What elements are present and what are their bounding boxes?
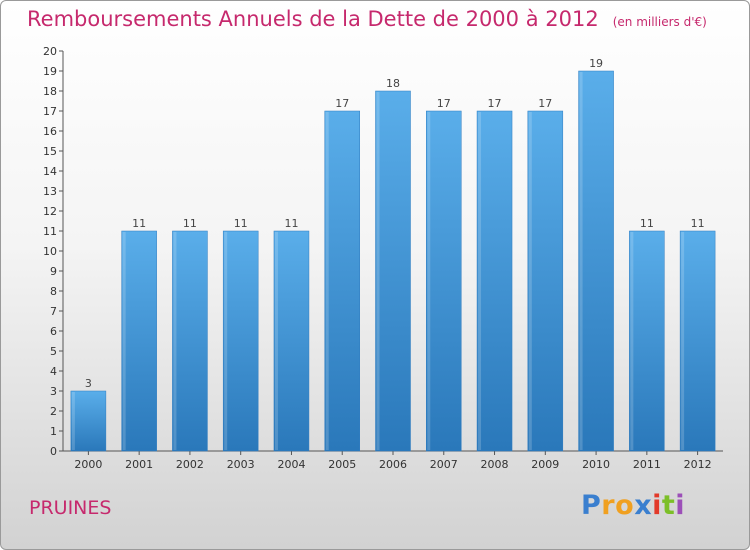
bar-2012	[679, 230, 716, 452]
bar-highlight	[224, 232, 228, 450]
data-label: 3	[85, 377, 92, 390]
commune-name: PRUINES	[29, 497, 112, 519]
data-label: 11	[640, 217, 654, 230]
y-tick-label: 14	[43, 165, 57, 178]
x-tick-label: 2003	[227, 458, 255, 471]
y-tick-label: 10	[43, 245, 57, 258]
bar-highlight	[376, 92, 380, 450]
y-tick-label: 17	[43, 105, 57, 118]
x-tick-label: 2012	[684, 458, 712, 471]
y-tick-label: 3	[50, 385, 57, 398]
data-label: 17	[538, 97, 552, 110]
data-label: 17	[488, 97, 502, 110]
bar-2009	[527, 110, 564, 452]
y-tick-label: 20	[43, 45, 57, 58]
data-label: 17	[437, 97, 451, 110]
logo-letter: r	[601, 490, 616, 521]
y-tick-label: 18	[43, 85, 57, 98]
bar-highlight	[579, 72, 583, 450]
bar-2008	[476, 110, 513, 452]
logo-letter: i	[675, 490, 686, 521]
data-label: 11	[691, 217, 705, 230]
x-tick-label: 2011	[633, 458, 661, 471]
y-tick-label: 9	[50, 265, 57, 278]
bar-highlight	[325, 112, 329, 450]
y-tick-label: 16	[43, 125, 57, 138]
y-tick-label: 8	[50, 285, 57, 298]
y-tick-label: 5	[50, 345, 57, 358]
bar-highlight	[630, 232, 634, 450]
bar-highlight	[122, 232, 126, 450]
bar-2001	[121, 230, 157, 452]
data-label: 11	[132, 217, 146, 230]
bar-2007	[426, 110, 462, 452]
x-tick-label: 2009	[531, 458, 559, 471]
bar-2005	[324, 110, 360, 452]
x-tick-label: 2006	[379, 458, 407, 471]
bar-highlight	[681, 232, 685, 450]
logo-letter: o	[615, 490, 635, 521]
logo-letter: P	[581, 490, 602, 521]
bar-2004	[273, 230, 310, 452]
logo-letter: t	[661, 490, 676, 521]
chart-title: Remboursements Annuels de la Dette de 20…	[27, 7, 599, 31]
bar-2010	[578, 70, 614, 452]
bar-2002	[172, 230, 208, 452]
x-tick-label: 2002	[176, 458, 204, 471]
x-tick-label: 2000	[74, 458, 102, 471]
bar-highlight	[528, 112, 532, 450]
y-tick-label: 7	[50, 305, 57, 318]
title-row: Remboursements Annuels de la Dette de 20…	[27, 7, 707, 31]
bar-2011	[629, 230, 665, 452]
x-tick-label: 2008	[481, 458, 509, 471]
logo-letter: i	[652, 490, 662, 521]
bar-2003	[222, 230, 259, 452]
y-tick-label: 0	[50, 445, 57, 458]
chart-subtitle: (en milliers d'€)	[612, 15, 707, 29]
logo-letter: x	[634, 490, 653, 521]
y-tick-label: 11	[43, 225, 57, 238]
x-tick-label: 2004	[277, 458, 305, 471]
x-tick-label: 2010	[582, 458, 610, 471]
bar-2006	[375, 90, 411, 452]
proxiti-logo: Proxiti	[581, 490, 685, 521]
data-label: 11	[183, 217, 197, 230]
bar-highlight	[71, 392, 75, 450]
x-tick-label: 2007	[430, 458, 458, 471]
bar-highlight	[173, 232, 177, 450]
data-label: 17	[335, 97, 349, 110]
bar-2000	[70, 390, 107, 452]
data-label: 18	[386, 77, 400, 90]
bar-highlight	[478, 112, 482, 450]
data-label: 11	[234, 217, 248, 230]
bar-highlight	[274, 232, 278, 450]
y-tick-label: 13	[43, 185, 57, 198]
y-tick-label: 4	[50, 365, 57, 378]
x-tick-label: 2001	[125, 458, 153, 471]
data-label: 11	[284, 217, 298, 230]
bar-highlight	[427, 112, 431, 450]
y-tick-label: 12	[43, 205, 57, 218]
data-label: 19	[589, 57, 603, 70]
y-tick-label: 19	[43, 65, 57, 78]
y-tick-label: 6	[50, 325, 57, 338]
x-tick-label: 2005	[328, 458, 356, 471]
y-tick-label: 1	[50, 425, 57, 438]
y-tick-label: 15	[43, 145, 57, 158]
y-tick-label: 2	[50, 405, 57, 418]
